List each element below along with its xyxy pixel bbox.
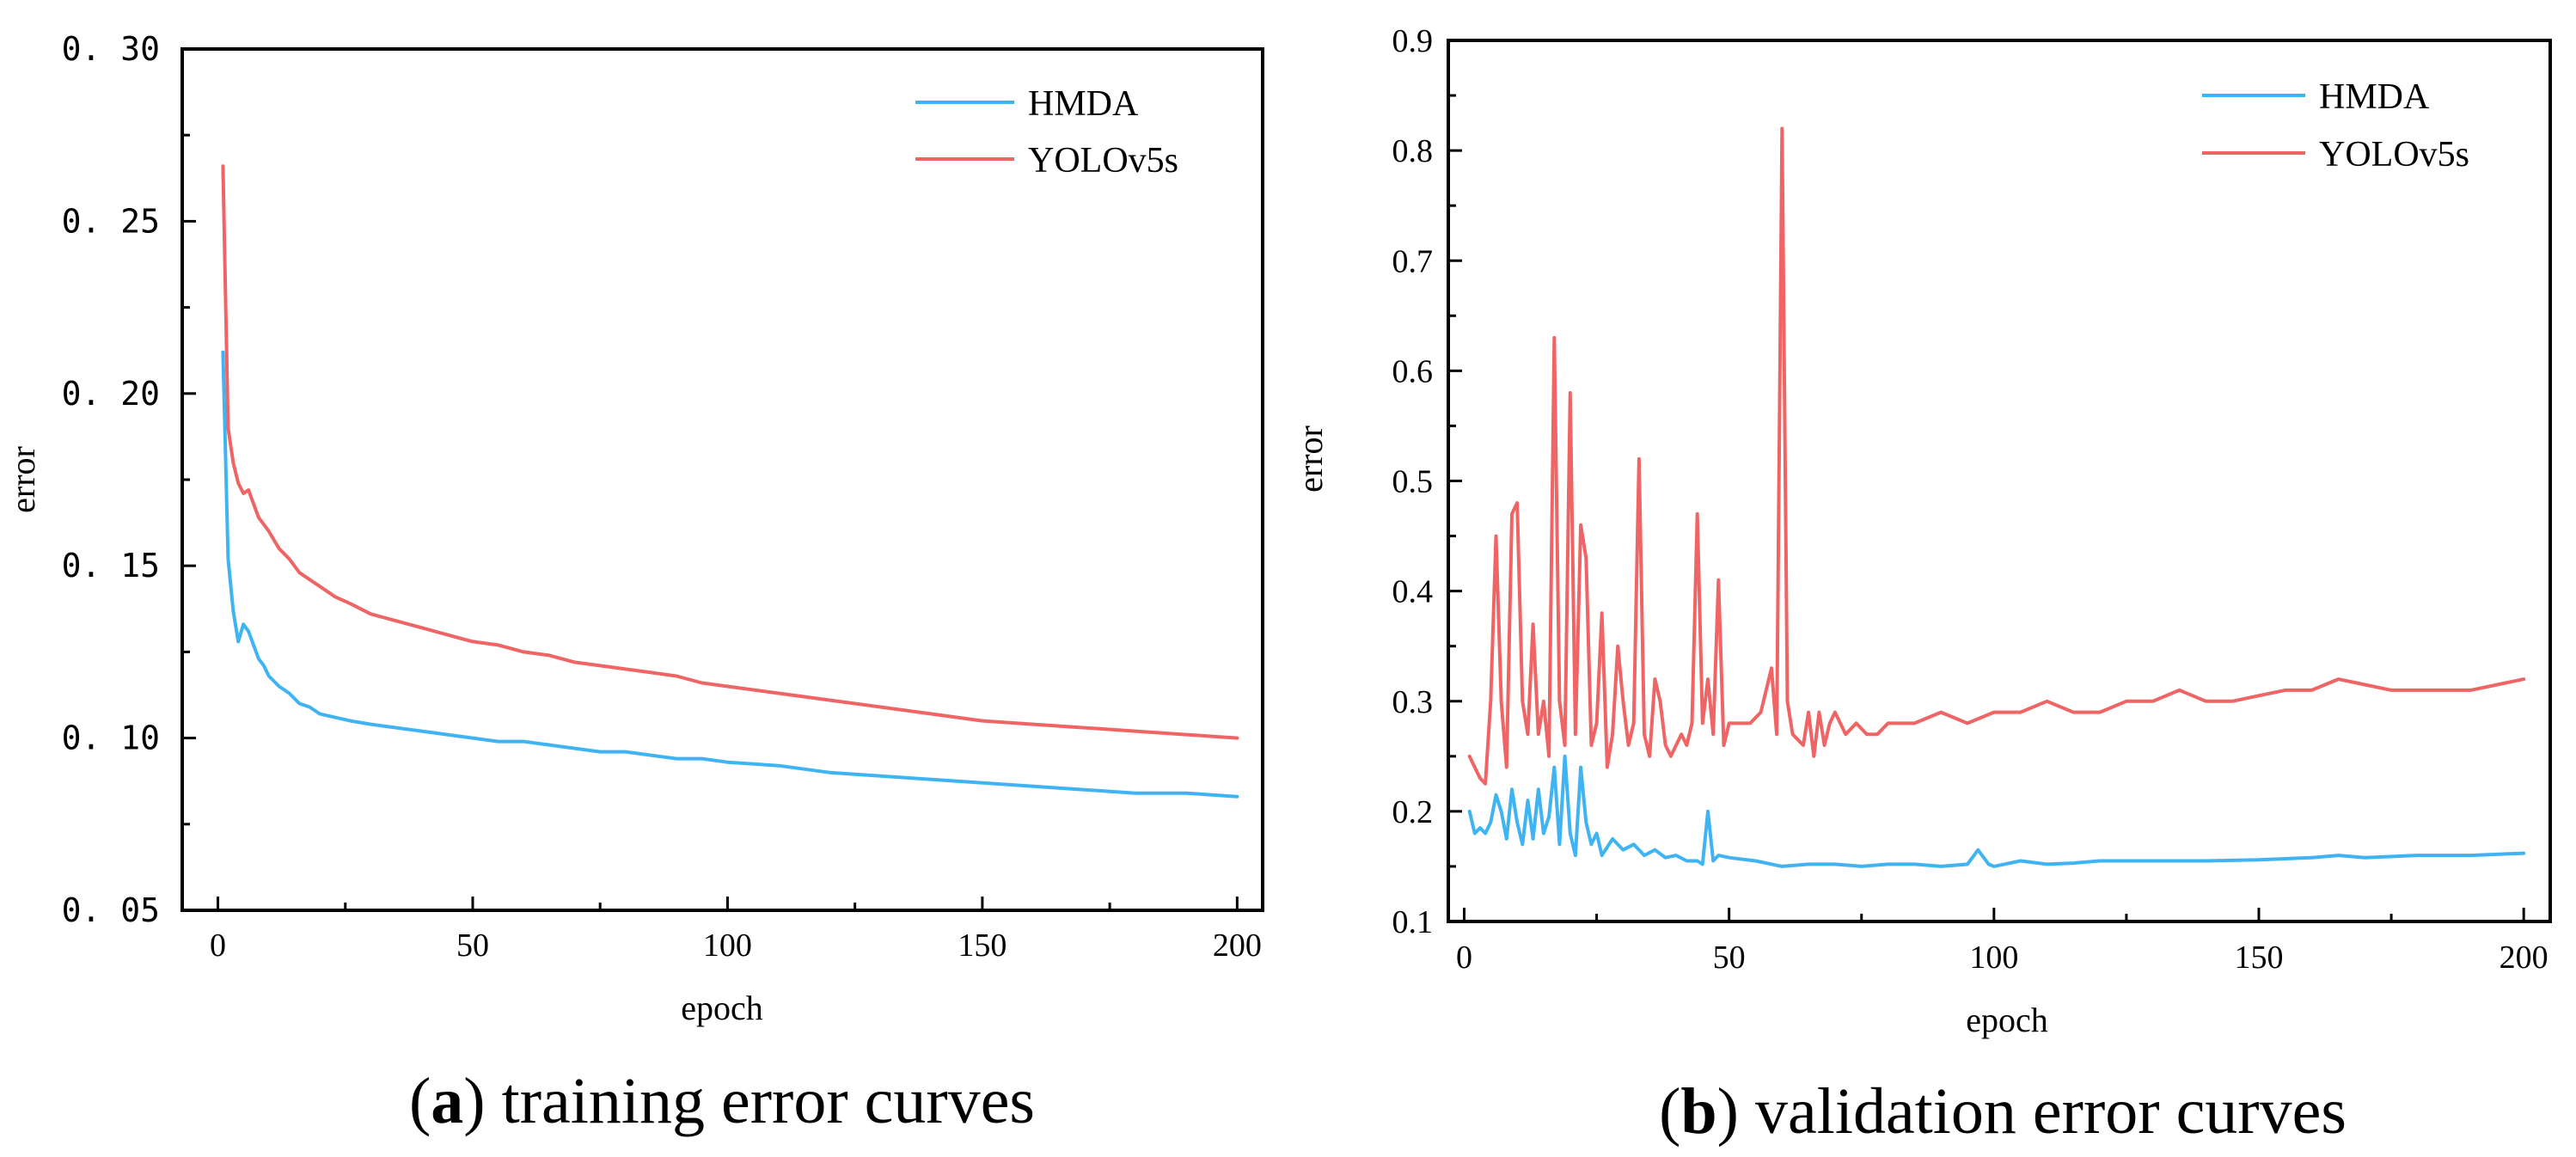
chart-b-legend-label-hmda: HMDA <box>2319 77 2430 117</box>
chart-a-y-tick-label: 0. 05 <box>62 891 160 929</box>
chart-a-tick-labels: 0 50 100 150 200 0. 05 0. 10 0. 15 0. 20 0. 25 0. … <box>62 30 1262 964</box>
chart-b-caption-text: ) validation error curves <box>1717 1075 2347 1148</box>
chart-b-legend-label-yolov5s: YOLOv5s <box>2319 135 2469 174</box>
chart-b-y-tick-label: 0.3 <box>1392 684 1434 720</box>
chart-a-series-yolov5s <box>221 164 1239 740</box>
chart-b-y-tick-label: 0.9 <box>1392 23 1434 59</box>
chart-b-y-axis-label: error <box>1291 425 1330 493</box>
chart-a-y-tick-label: 0. 30 <box>62 30 160 68</box>
chart-a-caption-text: ) training error curves <box>463 1065 1035 1137</box>
chart-a-legend: HMDA YOLOv5s <box>915 84 1178 181</box>
chart-b-plot-frame <box>1447 39 2552 923</box>
chart-b-x-tick-label: 200 <box>2500 940 2548 976</box>
chart-a-y-tick-label: 0. 20 <box>62 375 160 413</box>
training-error-chart: 0 50 100 150 200 0. 05 0. 10 0. 15 0. 20 0. 25 0. … <box>3 30 1264 1137</box>
chart-a-y-tick-label: 0. 15 <box>62 547 160 585</box>
chart-a-x-tick-label: 0 <box>210 927 226 964</box>
chart-a-caption: (a) training error curves <box>409 1065 1035 1137</box>
validation-error-chart: 0 50 100 150 2000.10.20.30.40.50.60.70.80.9 … <box>1291 23 2552 1148</box>
chart-b-series-hmda <box>1467 754 2526 868</box>
chart-b-x-tick-label: 100 <box>1969 940 2018 976</box>
chart-b-y-tick-label: 0.6 <box>1392 353 1434 389</box>
chart-b-y-tick-label: 0.5 <box>1392 464 1434 500</box>
chart-b-legend: HMDA YOLOv5s <box>2202 77 2469 174</box>
chart-b-series-yolov5s <box>1467 126 2526 786</box>
chart-b-y-tick-label: 0.8 <box>1392 133 1434 169</box>
chart-a-y-tick-label: 0. 10 <box>62 719 160 757</box>
chart-b-tick-labels: 0 50 100 150 200 0.1 0.2 0.3 0.4 0.5 0.6 0.7 0.8 0.9 <box>1392 23 2548 976</box>
chart-b-caption: (b) validation error curves <box>1659 1075 2347 1148</box>
chart-a-x-tick-label: 200 <box>1213 927 1262 964</box>
chart-b-x-tick-label: 0 <box>1456 940 1472 976</box>
chart-b-y-tick-label: 0.7 <box>1392 243 1434 279</box>
chart-a-legend-label-hmda: HMDA <box>1028 84 1139 124</box>
chart-a-caption-letter: a <box>431 1065 463 1137</box>
chart-a-x-axis-label: epoch <box>681 989 763 1027</box>
chart-a-y-axis-label: error <box>3 446 42 513</box>
chart-b-lines <box>1467 126 2526 868</box>
chart-a-x-tick-label: 50 <box>456 927 489 964</box>
chart-b-x-axis-label: epoch <box>1966 1001 2048 1039</box>
chart-b-caption-open: ( <box>1659 1075 1680 1148</box>
chart-a-caption-open: ( <box>409 1065 431 1137</box>
chart-a-y-tick-label: 0. 25 <box>62 202 160 240</box>
chart-a-x-tick-label: 150 <box>958 927 1007 964</box>
chart-b-y-tick-label: 0.1 <box>1392 904 1434 940</box>
chart-b-x-tick-label: 50 <box>1713 940 1746 976</box>
chart-a-plot-frame <box>181 47 1264 912</box>
chart-a-x-tick-label: 100 <box>703 927 752 964</box>
chart-a-legend-label-yolov5s: YOLOv5s <box>1028 141 1178 181</box>
chart-b-caption-letter: b <box>1680 1075 1716 1148</box>
chart-a-series-hmda <box>221 350 1239 799</box>
chart-b-x-tick-label: 150 <box>2235 940 2284 976</box>
chart-a-lines <box>221 164 1239 799</box>
chart-b-y-tick-label: 0.2 <box>1392 794 1434 830</box>
chart-b-y-tick-label: 0.4 <box>1392 574 1434 610</box>
